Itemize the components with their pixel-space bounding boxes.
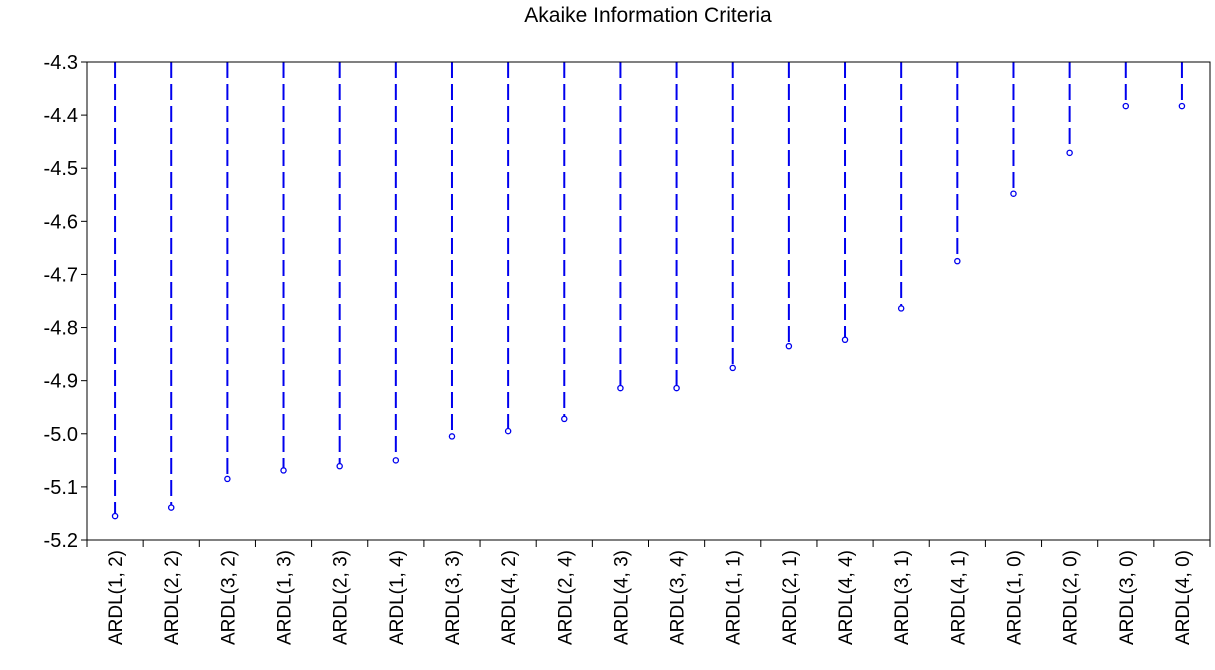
x-tick-label: ARDL(3, 2) [218, 550, 239, 645]
chart-title: Akaike Information Criteria [524, 4, 772, 27]
x-tick-label: ARDL(4, 0) [1173, 550, 1194, 645]
data-point [224, 475, 231, 483]
data-point [785, 342, 793, 350]
plot-area-frame [86, 61, 1211, 541]
data-point [1122, 102, 1130, 110]
x-tick-label: ARDL(3, 4) [668, 550, 689, 645]
data-point [448, 433, 456, 440]
x-tick-label: ARDL(1, 3) [275, 550, 296, 645]
data-point [1066, 149, 1073, 157]
data-point [561, 415, 568, 423]
y-tick-label: -4.5 [44, 158, 78, 180]
x-tick-label: ARDL(3, 0) [1117, 550, 1138, 645]
x-tick-label: ARDL(4, 2) [499, 550, 520, 645]
x-tick-label: ARDL(4, 4) [836, 550, 857, 645]
data-point [897, 305, 905, 312]
y-tick-label: -5.2 [44, 530, 78, 552]
y-tick-label: -4.8 [44, 318, 78, 340]
x-tick-label: ARDL(1, 4) [387, 550, 408, 645]
y-tick-label: -4.7 [44, 264, 78, 286]
y-tick-label: -4.4 [44, 105, 78, 127]
x-tick-label: ARDL(4, 3) [611, 550, 632, 645]
x-tick-label: ARDL(2, 0) [1061, 550, 1082, 645]
data-point [617, 384, 624, 392]
x-tick-label: ARDL(1, 0) [1004, 550, 1025, 645]
data-point [841, 336, 849, 344]
x-tick-label: ARDL(2, 4) [555, 550, 576, 645]
data-point [392, 457, 400, 464]
x-tick-label: ARDL(3, 1) [892, 550, 913, 645]
data-point [111, 512, 119, 520]
x-tick-label: ARDL(1, 1) [724, 550, 745, 645]
data-point [729, 364, 736, 372]
y-tick-label: -4.6 [44, 211, 78, 233]
data-point [336, 462, 343, 470]
data-point [280, 467, 287, 474]
data-point [1010, 190, 1017, 197]
data-point [504, 427, 512, 435]
y-tick-label: -5.1 [44, 477, 78, 499]
data-point [954, 257, 961, 265]
y-tick-label: -5.0 [44, 424, 78, 446]
x-tick-label: ARDL(4, 1) [948, 550, 969, 645]
x-tick-label: ARDL(2, 3) [331, 550, 352, 645]
x-tick-label: ARDL(1, 2) [106, 550, 127, 645]
data-point [1178, 102, 1186, 110]
x-tick-label: ARDL(2, 1) [780, 550, 801, 645]
data-point [673, 384, 680, 392]
y-tick-label: -4.3 [44, 52, 78, 74]
data-point [167, 504, 175, 511]
x-tick-label: ARDL(2, 2) [162, 550, 183, 645]
y-tick-label: -4.9 [44, 371, 78, 393]
x-tick-label: ARDL(3, 3) [443, 550, 464, 645]
